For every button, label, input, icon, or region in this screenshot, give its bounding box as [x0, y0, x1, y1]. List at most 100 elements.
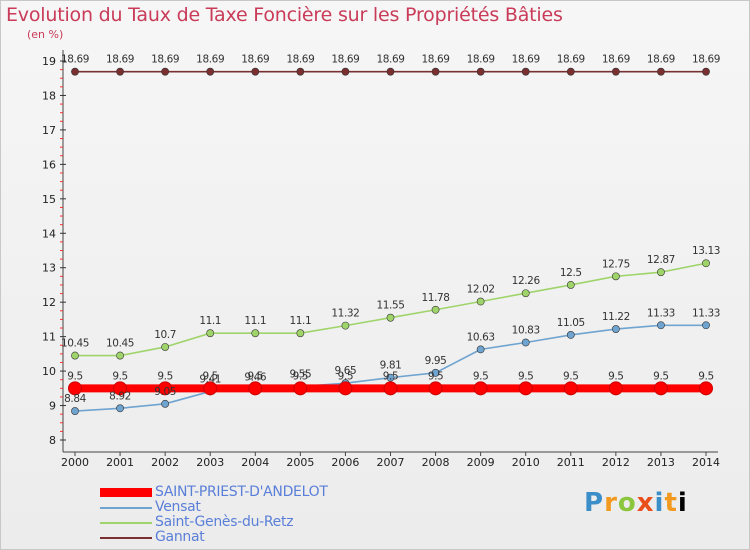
data-point	[566, 331, 575, 339]
data-point	[386, 373, 395, 382]
x-tick-label: 2006	[331, 456, 359, 469]
x-tick-label: 2000	[61, 456, 89, 469]
data-label: 11.32	[331, 308, 359, 320]
data-label: 18.69	[422, 54, 450, 66]
y-tick-label: 16	[42, 158, 56, 171]
data-label: 9.65	[335, 365, 357, 377]
data-point	[431, 67, 440, 76]
legend-label: Saint-Genès-du-Retz	[155, 514, 294, 530]
data-point	[611, 325, 620, 333]
data-label: 11.05	[557, 317, 585, 329]
legend-label: SAINT-PRIEST-D'ANDELOT	[155, 484, 328, 500]
data-label: 8.92	[109, 390, 131, 402]
data-point	[657, 67, 665, 76]
data-point	[521, 67, 530, 76]
legend-swatch	[100, 537, 152, 539]
data-point	[702, 67, 710, 76]
y-tick-label: 12	[42, 296, 56, 309]
data-label: 11.55	[376, 300, 404, 312]
data-label: 10.45	[61, 338, 89, 350]
data-point	[521, 338, 530, 347]
data-point	[563, 381, 578, 396]
data-point	[476, 67, 485, 76]
data-label: 9.5	[67, 370, 83, 382]
x-tick-label: 2014	[692, 456, 720, 469]
data-point	[657, 321, 665, 330]
logo-letter: o	[617, 488, 637, 518]
x-tick-label: 2004	[241, 456, 269, 469]
data-point	[296, 329, 305, 338]
data-point	[476, 345, 485, 354]
data-point	[206, 329, 215, 338]
data-label: 11.1	[244, 315, 266, 327]
data-label: 9.5	[202, 370, 218, 382]
x-tick-label: 2002	[151, 456, 179, 469]
data-label: 12.75	[602, 258, 630, 270]
data-point	[206, 67, 215, 76]
data-label: 9.5	[473, 370, 489, 382]
data-label: 11.1	[199, 315, 221, 327]
legend-label: Vensat	[155, 499, 201, 515]
x-tick-label: 2005	[286, 456, 314, 469]
data-point	[702, 259, 710, 268]
data-point	[116, 67, 124, 76]
y-tick-label: 8	[49, 434, 56, 447]
data-point	[161, 343, 170, 351]
y-tick-label: 10	[42, 365, 56, 378]
y-tick-label: 15	[42, 193, 56, 206]
data-point	[161, 399, 170, 408]
x-tick-label: 2011	[557, 456, 585, 469]
data-label: 9.05	[154, 386, 176, 398]
data-label: 9.5	[608, 370, 624, 382]
data-point	[203, 381, 218, 396]
y-tick-label: 9	[49, 400, 56, 413]
data-label: 18.69	[61, 54, 89, 66]
data-label: 9.5	[112, 370, 128, 382]
data-point	[566, 67, 575, 76]
data-point	[473, 381, 488, 396]
data-point	[251, 329, 260, 338]
logo-letter: i	[654, 488, 665, 518]
data-label: 9.5	[653, 370, 669, 382]
data-label: 11.78	[422, 292, 450, 304]
data-label: 9.5	[338, 370, 354, 382]
data-label: 9.5	[157, 370, 173, 382]
legend-swatch	[100, 488, 152, 497]
logo-letter: i	[677, 488, 688, 518]
x-tick-label: 2010	[512, 456, 540, 469]
data-label: 9.5	[563, 370, 579, 382]
data-label: 18.69	[241, 54, 269, 66]
y-tick-label: 11	[42, 331, 56, 344]
data-label: 9.5	[428, 370, 444, 382]
data-point	[68, 381, 82, 396]
data-label: 18.69	[286, 54, 314, 66]
data-label: 9.95	[425, 355, 447, 367]
data-label: 10.63	[467, 331, 495, 343]
data-label: 18.69	[692, 54, 720, 66]
data-label: 12.02	[467, 283, 495, 295]
data-label: 11.33	[647, 307, 675, 319]
y-tick-label: 18	[42, 89, 56, 102]
data-label: 18.69	[106, 54, 134, 66]
x-tick-label: 2003	[196, 456, 224, 469]
data-point	[518, 381, 533, 396]
x-tick-label: 2001	[106, 456, 134, 469]
data-point	[71, 407, 79, 415]
data-point	[431, 305, 440, 314]
data-point	[113, 381, 128, 396]
data-point	[296, 67, 305, 76]
chart-title: Evolution du Taux de Taxe Foncière sur l…	[6, 4, 563, 26]
data-label: 8.84	[64, 393, 86, 405]
data-point	[386, 67, 395, 76]
logo-letter: t	[664, 488, 678, 518]
data-point	[608, 381, 623, 396]
data-point	[251, 67, 260, 76]
data-label: 18.69	[557, 54, 585, 66]
logo-letter: P	[584, 488, 605, 518]
data-label: 12.26	[512, 275, 541, 287]
data-label: 11.33	[692, 307, 720, 319]
chart-unit-label: (en %)	[27, 28, 64, 41]
data-label: 9.55	[289, 369, 311, 381]
data-point	[338, 381, 353, 396]
